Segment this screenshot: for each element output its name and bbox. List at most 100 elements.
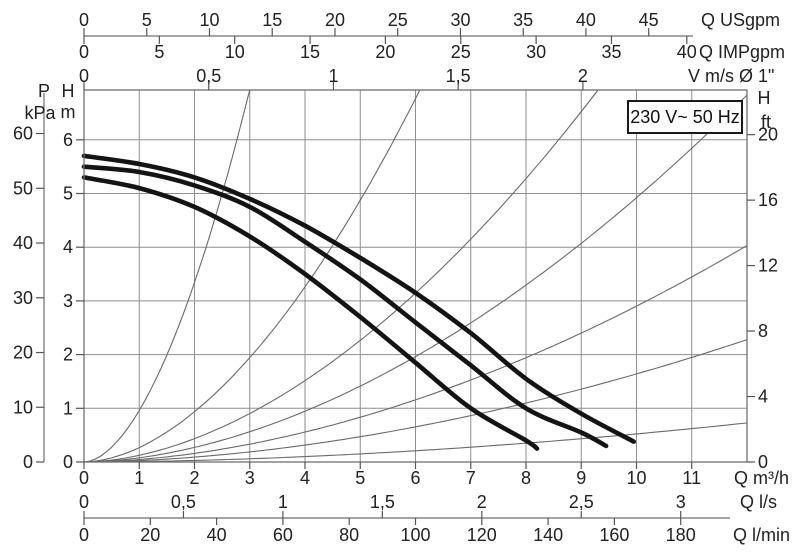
tick-label: 2,5	[569, 492, 594, 512]
system-curves	[84, 90, 747, 462]
tick-label: 30	[13, 288, 33, 308]
tick-label: 2	[578, 66, 588, 86]
axis-ls-lmin: 0 0,5 1 1,5 2 2,5 3 Q l/s 0 20 40 60 80 100 120 140 160 1…	[79, 492, 790, 545]
loss-curve-6	[84, 339, 747, 462]
tick-label: 0	[79, 42, 89, 62]
tick-label: 6	[63, 130, 73, 150]
tick-label: 50	[13, 178, 33, 198]
tick-label: 20	[375, 42, 395, 62]
tick-label: 0	[79, 525, 89, 545]
loss-curve-3	[84, 90, 599, 462]
axis-unit-m: m	[61, 102, 76, 122]
tick-label: 15	[300, 42, 320, 62]
tick-label: 180	[666, 525, 696, 545]
axis-unit-velocity: V m/s Ø 1"	[688, 66, 774, 86]
tick-label: 12	[758, 256, 778, 276]
tick-label: 1	[278, 492, 288, 512]
tick-label: 25	[388, 10, 408, 30]
axis-unit-usgpm: Q USgpm	[701, 10, 780, 30]
tick-label: 1	[63, 398, 73, 418]
tick-label: 6	[410, 468, 420, 488]
tick-label: 3	[63, 291, 73, 311]
tick-label: 60	[273, 525, 293, 545]
tick-label: 20	[140, 525, 160, 545]
tick-label: 35	[513, 10, 533, 30]
axis-unit-ls: Q l/s	[740, 492, 777, 512]
tick-label: 30	[450, 10, 470, 30]
gridlines	[84, 90, 747, 462]
tick-label: 0	[79, 468, 89, 488]
tick-label: 1,5	[370, 492, 395, 512]
tick-label: 20	[325, 10, 345, 30]
loss-curve-5	[84, 244, 747, 462]
axis-velocity: 0 0,5 1 1,5 2 V m/s Ø 1"	[79, 66, 774, 90]
axis-unit-m3h: Q m³/h	[734, 468, 789, 488]
voltage-frequency-label: 230 V~ 50 Hz	[627, 100, 743, 134]
tick-label: 16	[758, 190, 778, 210]
tick-label: 1	[134, 468, 144, 488]
speed-curve-top	[81, 153, 636, 444]
axis-unit-kpa: kPa	[24, 103, 56, 123]
tick-label: 30	[526, 42, 546, 62]
axis-unit-h: H	[62, 81, 75, 101]
tick-label: 3	[676, 492, 686, 512]
tick-label: 11	[682, 468, 701, 488]
tick-label: 80	[339, 525, 359, 545]
axis-unit-impgpm: Q IMPgpm	[699, 42, 785, 62]
tick-label: 1	[328, 66, 338, 86]
tick-label: 0	[63, 452, 73, 472]
axis-m3h: 0 1 2 3 4 5 6 7 8 9 10 11 Q m³/h	[79, 462, 789, 488]
tick-label: 25	[451, 42, 471, 62]
tick-label: 3	[245, 468, 255, 488]
tick-label: 8	[758, 321, 768, 341]
tick-label: 4	[300, 468, 310, 488]
tick-label: 160	[599, 525, 629, 545]
tick-label: 40	[13, 233, 33, 253]
tick-label: 1,5	[446, 66, 471, 86]
loss-curve-4	[84, 94, 747, 462]
tick-label: 0,5	[196, 66, 221, 86]
tick-label: 2	[477, 492, 487, 512]
tick-label: 100	[400, 525, 430, 545]
tick-label: 20	[13, 343, 33, 363]
tick-label: 10	[626, 468, 646, 488]
tick-label: 0	[79, 10, 89, 30]
tick-label: 4	[758, 387, 768, 407]
speed-curve-bottom	[81, 175, 540, 451]
tick-label: 5	[154, 42, 164, 62]
axis-unit-lmin: Q l/min	[733, 525, 790, 545]
speed-curve-middle	[81, 164, 609, 449]
tick-label: 8	[521, 468, 531, 488]
tick-label: 10	[13, 397, 33, 417]
tick-label: 140	[533, 525, 563, 545]
axis-unit-h-right: H	[758, 88, 771, 108]
tick-label: 4	[63, 237, 73, 257]
tick-label: 7	[466, 468, 476, 488]
tick-label: 9	[576, 468, 586, 488]
tick-label: 45	[639, 10, 659, 30]
tick-label: 5	[63, 184, 73, 204]
axis-head-m: 0 1 2 3 4 5 6 Hm	[61, 81, 84, 472]
tick-label: 0	[758, 452, 768, 472]
tick-label: 40	[207, 525, 227, 545]
tick-label: 5	[355, 468, 365, 488]
loss-curve-2	[84, 90, 421, 462]
tick-label: 10	[199, 10, 219, 30]
tick-label: 0,5	[171, 492, 196, 512]
tick-label: 35	[601, 42, 621, 62]
tick-label: 0	[79, 492, 89, 512]
loss-curve-7	[84, 422, 747, 462]
tick-label: 5	[142, 10, 152, 30]
tick-label: 40	[677, 42, 697, 62]
tick-label: 15	[262, 10, 282, 30]
axis-unit-p: P	[38, 81, 50, 101]
tick-label: 60	[13, 124, 33, 144]
axis-head-ft: 0 4 8 12 16 20 Hft	[747, 88, 778, 472]
tick-label: 10	[225, 42, 245, 62]
tick-label: 2	[189, 468, 199, 488]
